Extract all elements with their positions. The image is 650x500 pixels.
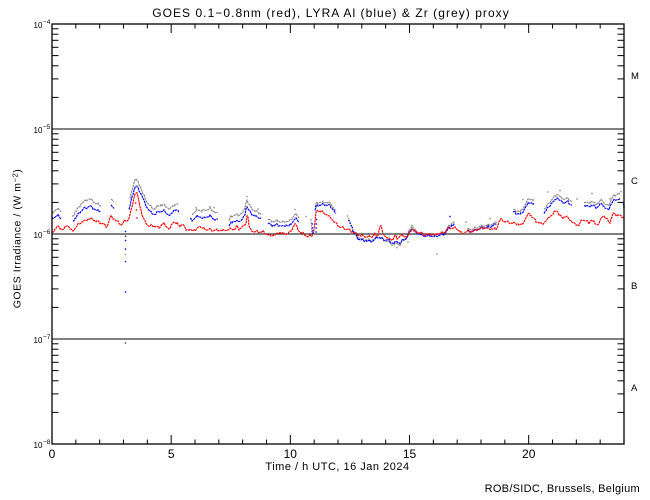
- svg-text:A: A: [631, 383, 638, 394]
- svg-text:10: 10: [34, 441, 43, 450]
- svg-text:ROB/SIDC, Brussels, Belgium: ROB/SIDC, Brussels, Belgium: [485, 483, 640, 495]
- svg-text:−7: −7: [43, 334, 51, 341]
- svg-text:−4: −4: [43, 19, 51, 26]
- svg-text:10: 10: [34, 126, 43, 135]
- svg-text:−6: −6: [43, 229, 51, 236]
- svg-text:B: B: [631, 281, 637, 292]
- svg-text:Time / h UTC, 16 Jan 2024: Time / h UTC, 16 Jan 2024: [265, 461, 409, 473]
- svg-text:GOES 0.1−0.8nm (red), LYRA Al: GOES 0.1−0.8nm (red), LYRA Al (blue) & Z…: [152, 6, 510, 20]
- svg-text:20: 20: [522, 447, 536, 461]
- svg-text:C: C: [631, 176, 638, 187]
- svg-text:GOES Irradiance / (W m−2): GOES Irradiance / (W m−2): [11, 169, 24, 309]
- svg-text:−5: −5: [43, 124, 51, 131]
- svg-text:10: 10: [34, 21, 43, 30]
- svg-text:10: 10: [34, 336, 43, 345]
- svg-text:10: 10: [34, 231, 43, 240]
- svg-text:M: M: [631, 71, 639, 82]
- svg-text:10: 10: [284, 447, 298, 461]
- svg-text:−8: −8: [43, 439, 51, 446]
- svg-text:5: 5: [168, 447, 175, 461]
- svg-text:0: 0: [49, 447, 56, 461]
- svg-text:15: 15: [403, 447, 417, 461]
